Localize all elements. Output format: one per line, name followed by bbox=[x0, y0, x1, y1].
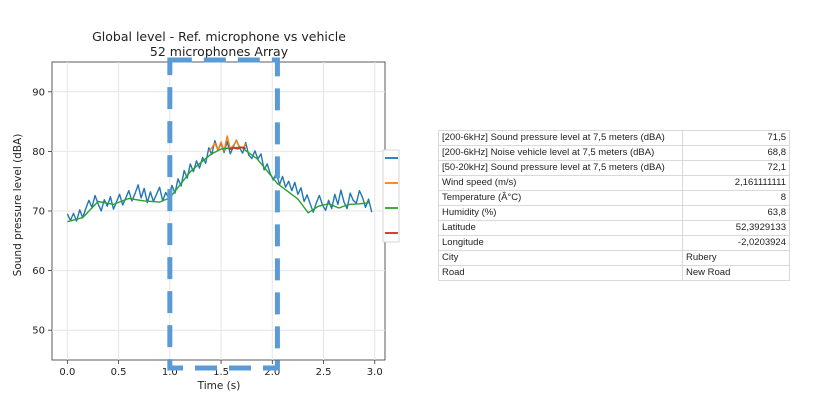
row-value: 63,8 bbox=[682, 205, 790, 221]
table-row: Wind speed (m/s) 2,161111111 bbox=[438, 175, 790, 191]
row-label: Latitude bbox=[438, 220, 683, 236]
y-axis-label: Sound pressure level (dBA) bbox=[12, 134, 24, 277]
row-value: 68,8 bbox=[682, 145, 790, 161]
row-label: Longitude bbox=[438, 235, 683, 251]
row-label: City bbox=[438, 250, 683, 266]
row-label: Humidity (%) bbox=[438, 205, 683, 221]
table-row: Temperature (Â°C) 8 bbox=[438, 190, 790, 206]
row-label: [50-20kHz] Sound pressure level at 7,5 m… bbox=[438, 160, 683, 176]
row-value: 8 bbox=[682, 190, 790, 206]
axis-ticks: 0.0 0.5 1.0 1.5 2.0 2.5 3.0 50 60 70 80 90 bbox=[32, 87, 382, 378]
highlight-window bbox=[167, 57, 280, 371]
x-tick-label: 0.5 bbox=[111, 367, 127, 378]
table-row: Longitude -2,0203924 bbox=[438, 235, 790, 251]
table-row: [200-6kHz] Sound pressure level at 7,5 m… bbox=[438, 130, 790, 146]
row-label: [200-6kHz] Sound pressure level at 7,5 m… bbox=[438, 130, 683, 146]
x-axis-label: Time (s) bbox=[197, 380, 241, 392]
x-tick-label: 2.0 bbox=[264, 367, 280, 378]
x-tick-label: 1.0 bbox=[162, 367, 178, 378]
x-tick-label: 1.5 bbox=[213, 367, 229, 378]
legend-box bbox=[382, 149, 400, 243]
row-label: Wind speed (m/s) bbox=[438, 175, 683, 191]
highlight-rect bbox=[167, 57, 280, 371]
row-value: 72,1 bbox=[682, 160, 790, 176]
table-row: Latitude 52,3929133 bbox=[438, 220, 790, 236]
row-value: New Road bbox=[682, 265, 790, 281]
table-row: [50-20kHz] Sound pressure level at 7,5 m… bbox=[438, 160, 790, 176]
table-row: City Rubery bbox=[438, 250, 790, 266]
row-value: 71,5 bbox=[682, 130, 790, 146]
row-value: 52,3929133 bbox=[682, 220, 790, 236]
series-line-4 bbox=[229, 146, 246, 151]
y-tick-label: 50 bbox=[32, 326, 45, 337]
row-label: [200-6kHz] Noise vehicle level at 7,5 me… bbox=[438, 145, 683, 161]
x-tick-label: 2.5 bbox=[316, 367, 332, 378]
table-row: Humidity (%) 63,8 bbox=[438, 205, 790, 221]
row-label: Temperature (Â°C) bbox=[438, 190, 683, 206]
chart-subtitle: 52 microphones Array bbox=[150, 44, 289, 59]
table-row: Road New Road bbox=[438, 265, 790, 281]
info-table: [200-6kHz] Sound pressure level at 7,5 m… bbox=[438, 130, 790, 281]
chart-title: Global level - Ref. microphone vs vehicl… bbox=[92, 29, 346, 44]
y-tick-label: 60 bbox=[32, 266, 45, 277]
y-tick-label: 70 bbox=[32, 207, 45, 218]
legend bbox=[382, 149, 400, 243]
row-value: Rubery bbox=[682, 250, 790, 266]
row-label: Road bbox=[438, 265, 683, 281]
series-line-3 bbox=[67, 146, 370, 223]
y-tick-label: 90 bbox=[32, 87, 45, 98]
series-line-2 bbox=[208, 135, 247, 152]
table-row: [200-6kHz] Noise vehicle level at 7,5 me… bbox=[438, 145, 790, 161]
x-tick-label: 0.0 bbox=[59, 367, 75, 378]
row-value: -2,0203924 bbox=[682, 235, 790, 251]
y-tick-label: 80 bbox=[32, 147, 45, 158]
row-value: 2,161111111 bbox=[682, 175, 790, 191]
x-tick-label: 3.0 bbox=[367, 367, 383, 378]
series-group bbox=[66, 135, 373, 223]
